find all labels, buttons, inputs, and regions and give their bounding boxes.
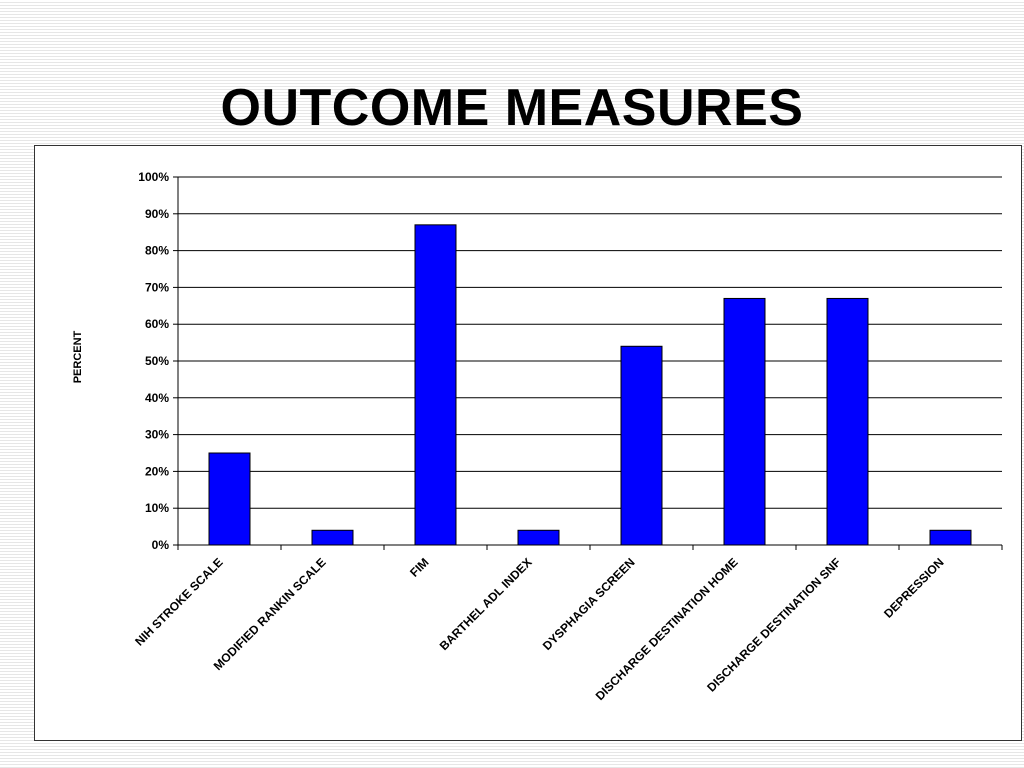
bar [414, 224, 457, 546]
x-tick-label: NIH STROKE SCALE [132, 555, 225, 648]
x-tick-label: BARTHEL ADL INDEX [437, 555, 535, 653]
y-tick-label: 50% [145, 354, 169, 368]
x-tick-label: FIM [407, 555, 432, 580]
bar-chart: 0% 10% 20% 30% 40% 50% 60% 70% 80% 90% 100% NIH STR… [132, 170, 1003, 703]
x-tick-label: DYSPHAGIA SCREEN [540, 555, 638, 653]
chart-title: OUTCOME MEASURES [220, 79, 804, 137]
y-tick-label: 10% [145, 501, 169, 515]
bar [620, 345, 663, 546]
bar [723, 297, 766, 546]
bar [208, 452, 251, 546]
bar [929, 529, 972, 546]
bar [311, 529, 354, 546]
y-tick-label: 70% [145, 280, 169, 294]
bar [826, 297, 869, 546]
y-axis-label: PERCENT [72, 330, 84, 384]
y-tick-label: 90% [145, 207, 169, 221]
y-tick-label: 80% [145, 244, 169, 258]
y-tick-label: 40% [145, 391, 169, 405]
y-tick-label: 60% [145, 317, 169, 331]
x-tick-label: MODIFIED RANKIN SCALE [211, 555, 329, 673]
x-tick-label: DEPRESSION [881, 555, 947, 621]
y-tick-label: 0% [152, 538, 170, 552]
bar [517, 529, 560, 546]
y-tick-label: 30% [145, 428, 169, 442]
y-tick-label: 20% [145, 464, 169, 478]
chart-frame: 0% 10% 20% 30% 40% 50% 60% 70% 80% 90% 100% NIH STR… [34, 145, 1022, 741]
y-tick-label: 100% [138, 170, 169, 184]
